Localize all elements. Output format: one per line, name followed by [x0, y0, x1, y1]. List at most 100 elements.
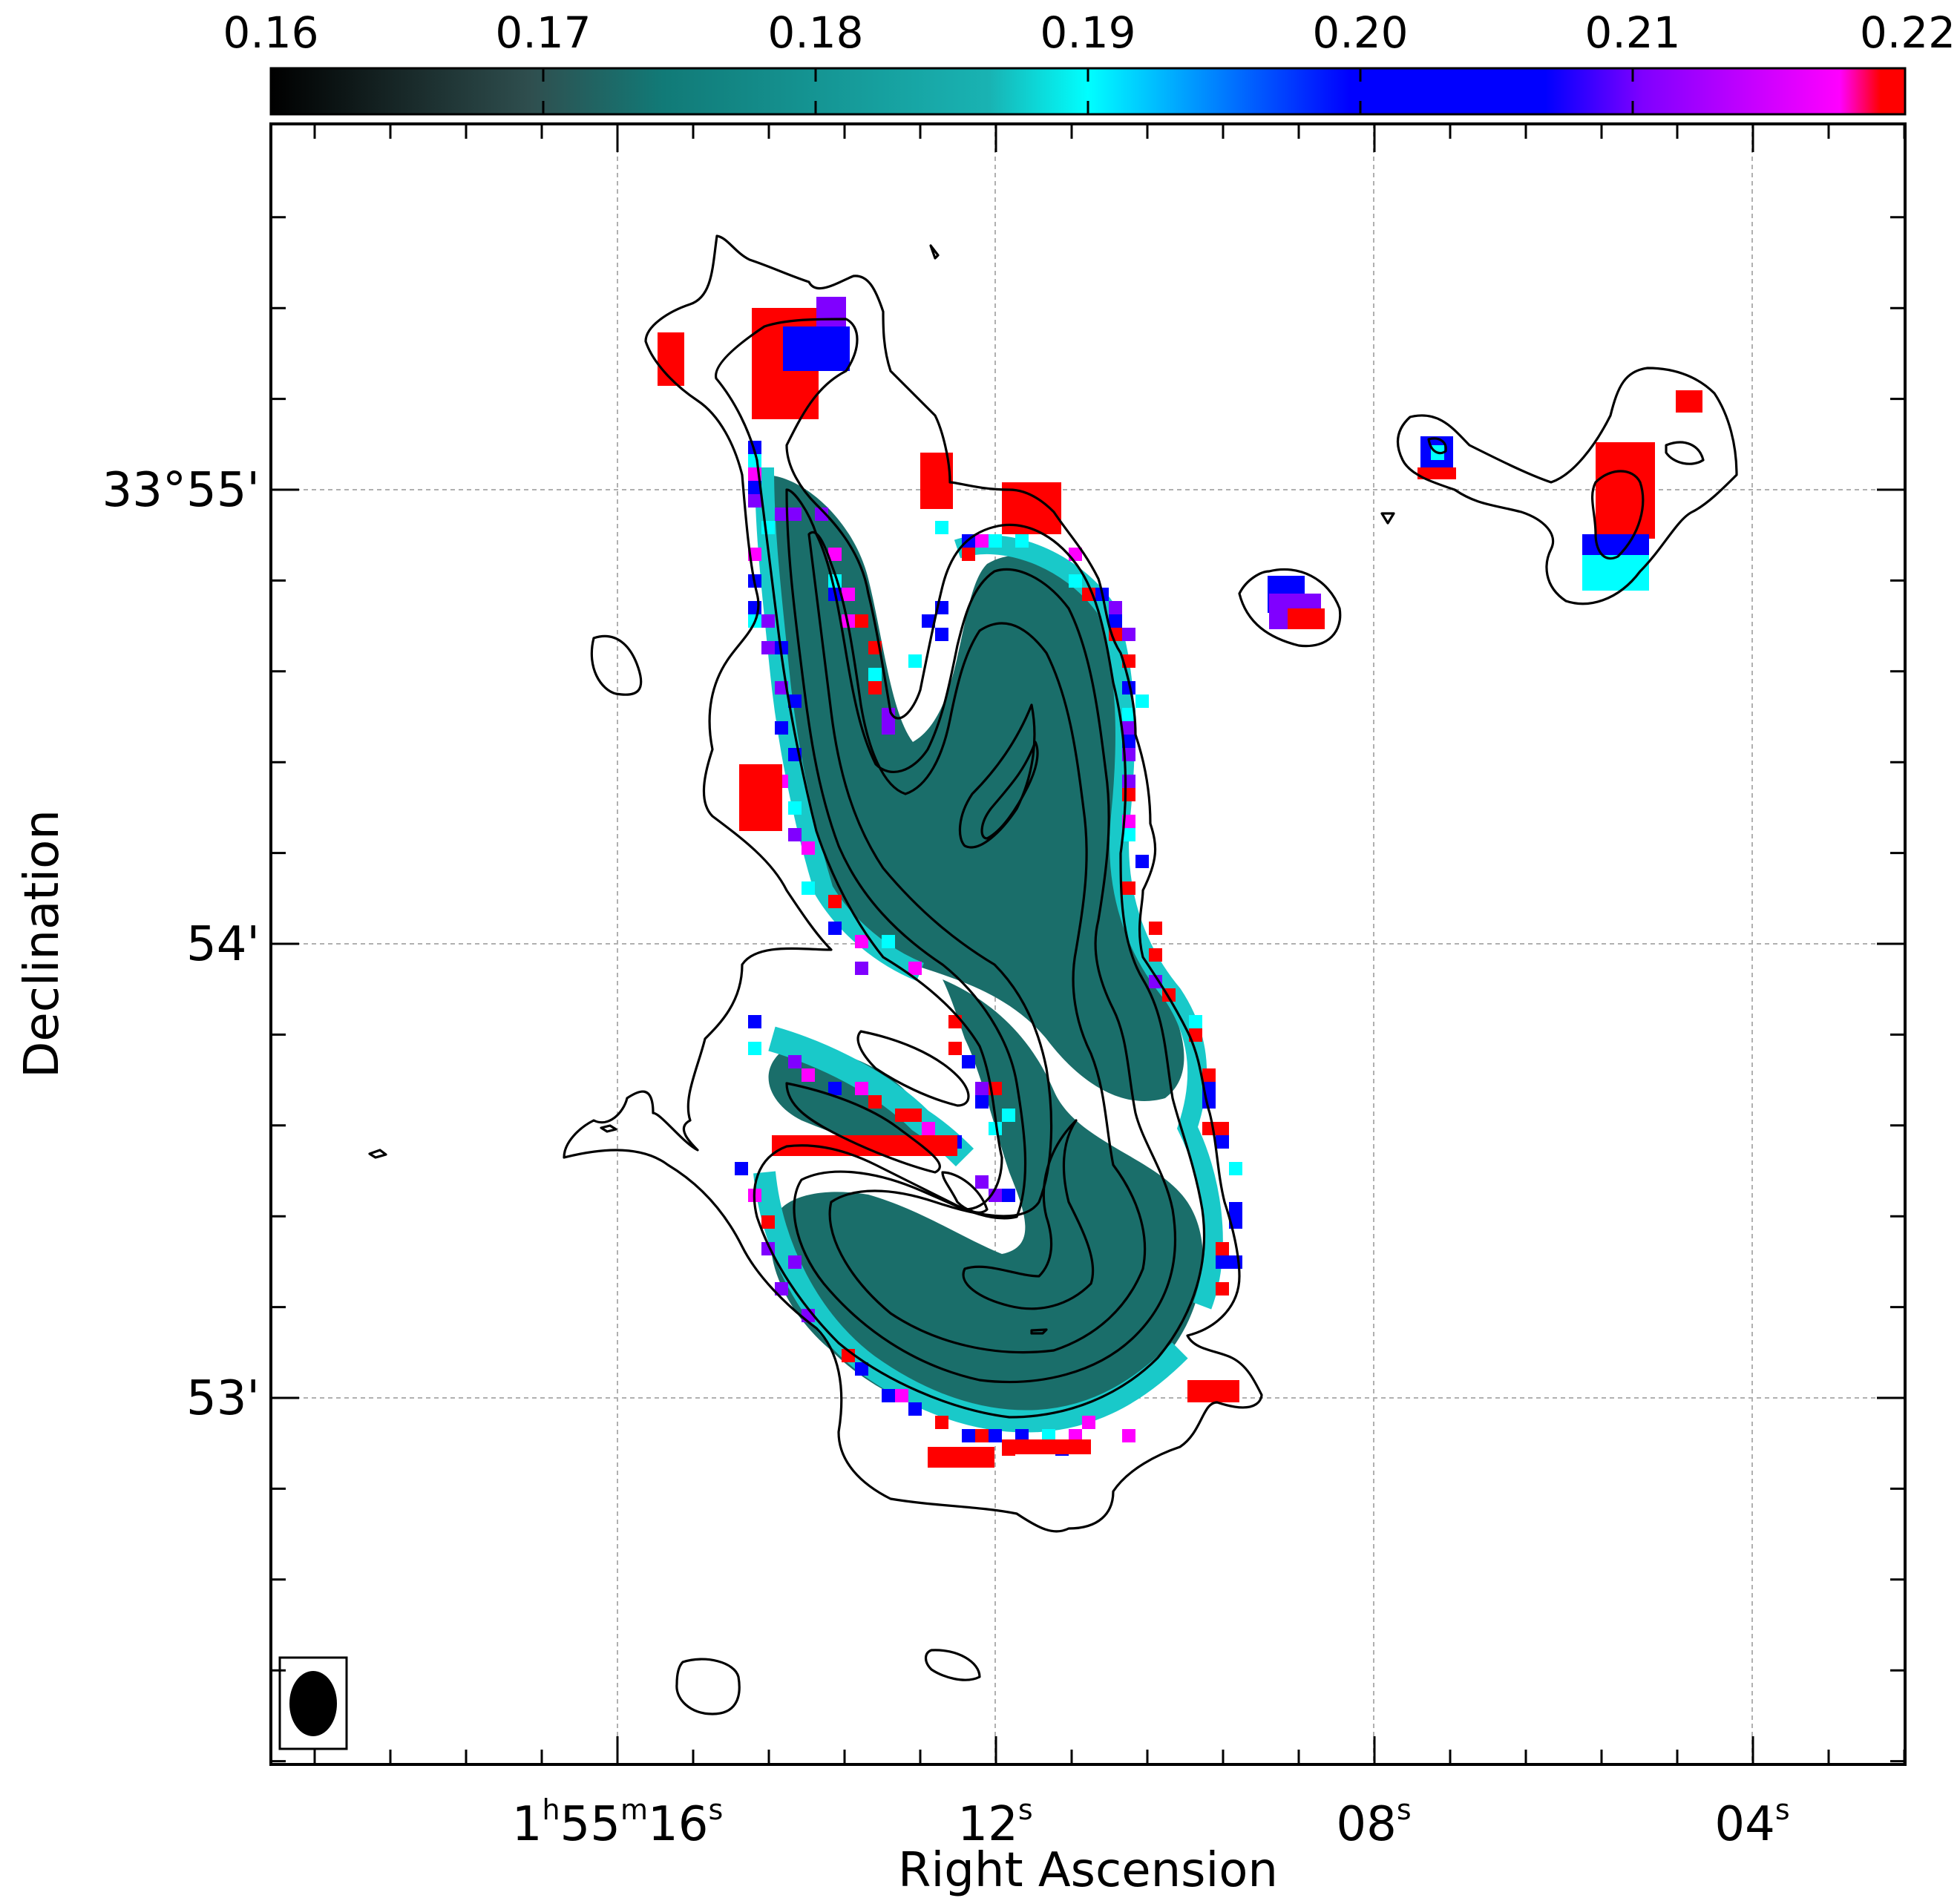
- colorbar-label-5: 0.21: [1584, 7, 1680, 58]
- contour-small-triangle-1: [929, 244, 940, 260]
- map-pixel: [788, 1255, 802, 1269]
- x-tick-08s: 08s: [1336, 1793, 1411, 1852]
- map-pixel: [775, 721, 788, 735]
- map-pixel: [1189, 1015, 1202, 1028]
- y-tick-54: 54': [186, 917, 260, 972]
- x-tick-04s: 04s: [1714, 1793, 1789, 1852]
- colorbar-label-1: 0.17: [495, 7, 591, 58]
- map-pixel: [1122, 681, 1135, 694]
- map-pixel: [761, 521, 775, 534]
- map-pixel: [1002, 1109, 1015, 1122]
- patch-south-red-2: [1002, 1439, 1091, 1454]
- map-pixel: [935, 628, 948, 641]
- map-pixel: [1149, 948, 1162, 962]
- y-tick-labels: 33°55' 54' 53': [102, 463, 260, 1426]
- map-pixel: [882, 721, 895, 735]
- map-pixel: [1216, 1122, 1229, 1135]
- map-pixel: [989, 1429, 1002, 1442]
- map-pixel: [1015, 534, 1029, 548]
- map-pixel: [882, 935, 895, 948]
- contour-east-group: [1396, 367, 1738, 605]
- contour-2-main: [715, 318, 1205, 1419]
- map-pixel: [868, 681, 882, 694]
- contour-west-hole: [856, 1030, 970, 1107]
- map-pixel: [962, 548, 975, 561]
- map-pixel: [855, 1082, 868, 1095]
- map-pixel: [1229, 1202, 1242, 1215]
- map-pixel: [1069, 1429, 1082, 1442]
- map-pixel: [802, 841, 815, 855]
- map-pixel: [908, 1402, 922, 1416]
- contour-small-west-2: [600, 1124, 617, 1133]
- contour-tiny-south: [1030, 1328, 1048, 1335]
- map-pixel: [855, 1362, 868, 1376]
- contour-mid-island: [1238, 568, 1342, 648]
- colorbar-frame: [269, 67, 1907, 116]
- patch-southeast-red: [1187, 1380, 1239, 1402]
- map-pixel: [1122, 881, 1135, 895]
- map-pixel: [975, 1429, 989, 1442]
- colorbar: 0.16 0.17 0.18 0.19 0.20 0.21 0.22: [223, 7, 1956, 116]
- patch-mid-red: [1288, 608, 1325, 629]
- map-pixel: [908, 1109, 922, 1122]
- map-pixel: [1229, 1162, 1242, 1175]
- patch-east-west-red: [1417, 467, 1456, 479]
- map-pixel: [1216, 1135, 1229, 1149]
- map-pixel: [775, 508, 788, 521]
- x-tick-16s: 1h55m16s: [512, 1793, 724, 1852]
- contours: [368, 234, 1738, 1715]
- contour-east-inner: [1590, 470, 1645, 560]
- map-pixel: [1122, 775, 1135, 788]
- map-pixel: [828, 1082, 842, 1095]
- map-pixel: [761, 641, 775, 654]
- map-pixel: [855, 614, 868, 628]
- map-pixel: [788, 828, 802, 841]
- contour-5-north-peak: [958, 703, 1036, 849]
- map-pixel: [1122, 828, 1135, 841]
- map-pixel: [748, 1042, 761, 1055]
- map-pixel: [1202, 1068, 1216, 1082]
- map-pixel: [1135, 855, 1149, 868]
- contour-small-triangle-2: [1380, 512, 1395, 525]
- map-pixel: [1216, 1255, 1229, 1269]
- contour-5-south-peak: [962, 1119, 1095, 1310]
- map-pixel: [975, 1095, 989, 1109]
- map-pixel: [962, 1429, 975, 1442]
- patch-east-blue: [1582, 534, 1649, 555]
- x-tick-labels: 1h55m16s 12s 08s 04s: [512, 1793, 1790, 1852]
- contour-small-west-1: [368, 1149, 387, 1159]
- contour-sw-island: [675, 1658, 741, 1715]
- map-pixel: [842, 588, 855, 601]
- colorbar-label-3: 0.19: [1040, 7, 1135, 58]
- map-pixel: [1122, 1429, 1135, 1442]
- map-pixel: [855, 962, 868, 975]
- map-pixel: [735, 1162, 748, 1175]
- map-pixel: [802, 881, 815, 895]
- x-axis-title: Right Ascension: [898, 1843, 1278, 1898]
- map-pixel: [948, 1042, 962, 1055]
- plot-area: [269, 122, 1907, 1766]
- map-pixel: [989, 1189, 1002, 1202]
- map-pixel: [989, 534, 1002, 548]
- map-pixel: [788, 1055, 802, 1068]
- map-pixel: [1229, 1255, 1242, 1269]
- patch-north-blue: [783, 326, 850, 371]
- colorbar-ticks: [542, 68, 1634, 114]
- contour-inner-west-arm: [785, 1082, 941, 1174]
- contour-east-hole: [1665, 441, 1705, 465]
- map-core-south: [770, 979, 1203, 1425]
- map-pixel: [962, 1055, 975, 1068]
- map-pixel: [1069, 574, 1082, 588]
- colorbar-label-2: 0.18: [767, 7, 863, 58]
- map-pixel: [868, 668, 882, 681]
- patch-east-red: [1596, 442, 1655, 539]
- map-pixel: [895, 1389, 908, 1402]
- map-pixel: [761, 1215, 775, 1229]
- colorbar-label-0: 0.16: [223, 7, 318, 58]
- patch-nw-red: [658, 332, 684, 386]
- beam-box: [278, 1656, 348, 1750]
- map-pixel: [895, 1109, 908, 1122]
- map-pixel: [1122, 788, 1135, 801]
- contour-outer-main: [563, 234, 1263, 1533]
